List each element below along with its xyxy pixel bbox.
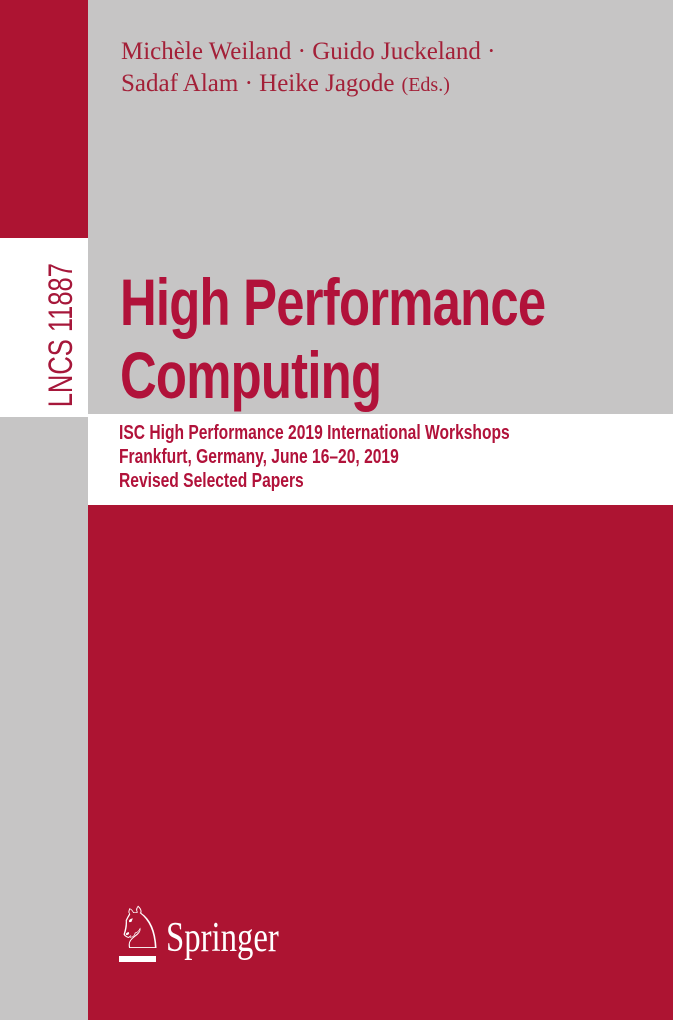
series-label-rotated-wrap: LNCS 11887 — [0, 238, 88, 417]
book-title-line-2: Computing — [120, 338, 382, 412]
series-label-box — [0, 238, 88, 417]
editors-eds-suffix: (Eds.) — [401, 74, 450, 96]
springer-logo-underline — [119, 956, 156, 962]
book-title: High Performance Computing — [120, 265, 546, 412]
subtitle-line-3: Revised Selected Papers — [119, 470, 304, 492]
editors-line-1: Michèle Weiland · Guido Juckeland · — [121, 38, 496, 65]
subtitle-white-band — [88, 414, 673, 505]
book-title-line-1: High Performance — [120, 265, 546, 339]
top-left-red-block — [0, 0, 88, 238]
subtitle-line-2: Frankfurt, Germany, June 16–20, 2019 — [119, 446, 399, 468]
editors-block: Michèle Weiland · Guido Juckeland · Sada… — [121, 36, 496, 101]
series-label: LNCS 11887 — [42, 263, 80, 408]
springer-horse-icon: ♘ — [114, 894, 166, 962]
bottom-red-block — [88, 505, 673, 1020]
subtitle-line-1: ISC High Performance 2019 International … — [119, 422, 510, 444]
book-subtitle: ISC High Performance 2019 International … — [119, 421, 510, 493]
publisher-name: Springer — [166, 915, 279, 961]
editors-line-2: Sadaf Alam · Heike Jagode (Eds.) — [121, 68, 496, 101]
editors-line-2-names: Sadaf Alam · Heike Jagode — [121, 70, 395, 97]
